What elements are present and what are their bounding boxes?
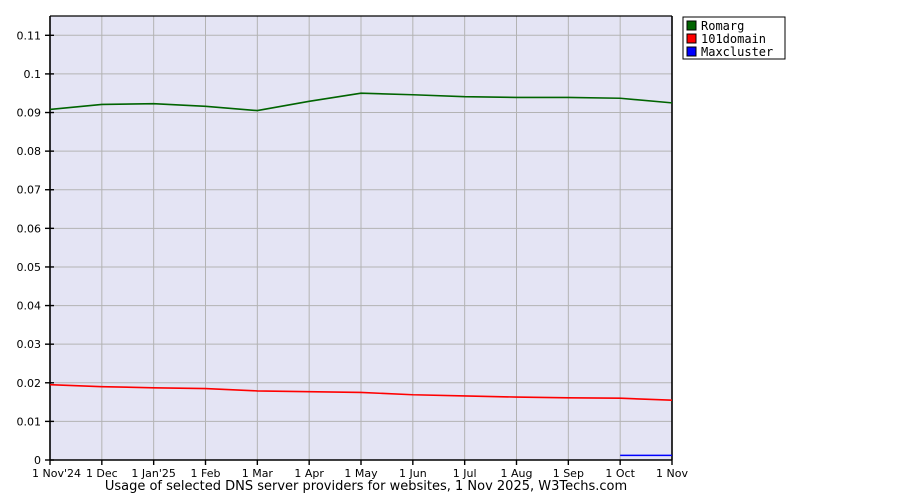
x-tick-label: 1 Nov'24 bbox=[32, 467, 81, 480]
y-tick-label: 0.1 bbox=[24, 68, 42, 81]
x-tick-label: 1 Apr bbox=[294, 467, 324, 480]
x-tick-label: 1 Aug bbox=[501, 467, 533, 480]
chart-caption: Usage of selected DNS server providers f… bbox=[105, 479, 627, 494]
y-tick-label: 0.07 bbox=[17, 184, 42, 197]
y-tick-label: 0.09 bbox=[17, 107, 42, 120]
y-tick-label: 0.11 bbox=[17, 29, 42, 42]
series-line-romarg bbox=[49, 92, 673, 112]
legend-label-maxcluster: Maxcluster bbox=[701, 45, 773, 59]
x-tick-label: 1 Oct bbox=[605, 467, 635, 480]
x-tick-label: 1 Dec bbox=[86, 467, 118, 480]
legend-label-101domain: 101domain bbox=[701, 32, 766, 46]
legend-swatch-romarg bbox=[686, 20, 697, 31]
y-tick-label: 0.06 bbox=[17, 222, 42, 235]
x-tick-label: 1 Sep bbox=[553, 467, 584, 480]
legend-box bbox=[682, 16, 786, 60]
x-tick-label: 1 Jul bbox=[453, 467, 477, 480]
x-tick-label: 1 Jun bbox=[399, 467, 427, 480]
y-tick-label: 0 bbox=[34, 454, 41, 467]
y-tick-label: 0.04 bbox=[17, 300, 42, 313]
x-tick-label: 1 Feb bbox=[191, 467, 221, 480]
y-tick-label: 0.08 bbox=[17, 145, 42, 158]
x-tick-label: 1 May bbox=[344, 467, 378, 480]
x-tick-label: 1 Jan'25 bbox=[131, 467, 175, 480]
series-line-101domain bbox=[49, 383, 673, 401]
x-tick-label: 1 Nov bbox=[656, 467, 688, 480]
y-tick-label: 0.01 bbox=[17, 415, 42, 428]
y-tick-label: 0.03 bbox=[17, 338, 42, 351]
y-tick-label: 0.05 bbox=[17, 261, 42, 274]
legend-swatch-101domain bbox=[686, 33, 697, 44]
y-tick-label: 0.02 bbox=[17, 377, 42, 390]
legend-swatch-maxcluster bbox=[686, 46, 697, 57]
x-tick-label: 1 Mar bbox=[242, 467, 274, 480]
legend-label-romarg: Romarg bbox=[701, 19, 744, 33]
